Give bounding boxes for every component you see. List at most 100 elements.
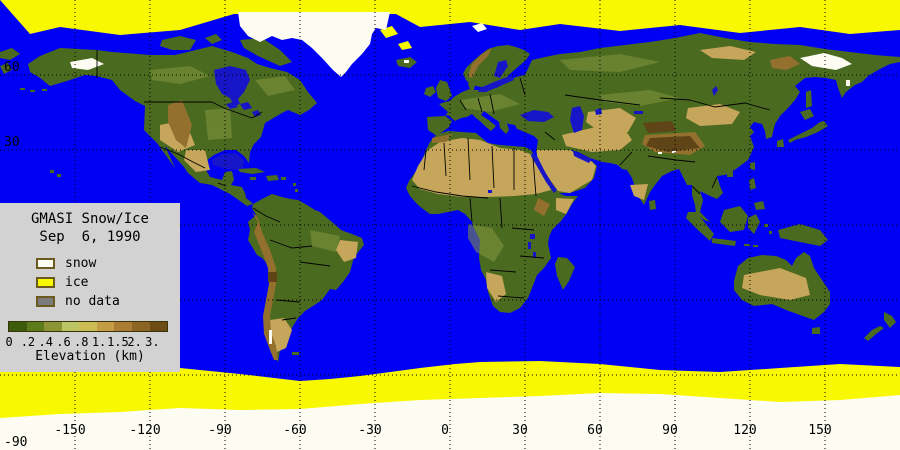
elevation-colorbar-cell bbox=[149, 322, 168, 331]
norway-spine bbox=[468, 48, 492, 78]
caspian-sea bbox=[570, 106, 584, 133]
ice-label: ice bbox=[65, 275, 89, 290]
elevation-colorbar-cell bbox=[9, 322, 27, 331]
lon-tick-label: -30 bbox=[358, 423, 382, 438]
elevation-colorbar-cell bbox=[79, 322, 97, 331]
scandinavia bbox=[463, 45, 530, 88]
elevation-tick-label: 3. bbox=[145, 335, 160, 349]
lon-tick-label: -90 bbox=[208, 423, 232, 438]
kamchatka-snow bbox=[846, 80, 850, 86]
hawaii2 bbox=[57, 174, 61, 177]
ne-siberia-snow bbox=[800, 53, 852, 70]
gobi-desert bbox=[686, 104, 740, 126]
arctic-island bbox=[205, 34, 222, 44]
atlas-mountains bbox=[432, 134, 452, 143]
elevation-tick-label: .6 bbox=[56, 335, 71, 349]
lake-chad bbox=[488, 190, 492, 193]
elevation-colorbar-ticks: 0 .2.4.6.8 1. 1.5 2. 3. bbox=[5, 335, 180, 349]
sahara-desert bbox=[412, 138, 551, 197]
sulawesi bbox=[748, 214, 760, 234]
somali-desert bbox=[556, 198, 574, 214]
snow-patches bbox=[70, 12, 852, 344]
gulf-of-bothnia bbox=[494, 60, 508, 78]
lake-baikal bbox=[712, 86, 718, 96]
hokkaido bbox=[800, 109, 814, 120]
no-data-label: no data bbox=[65, 294, 120, 309]
lake-balkhash bbox=[634, 111, 643, 114]
legend-row-nodata: no data bbox=[0, 292, 180, 311]
aleutians2 bbox=[30, 90, 35, 92]
elevation-colorbar-cell bbox=[44, 322, 62, 331]
taiwan bbox=[750, 162, 755, 170]
lon-tick-label: 120 bbox=[733, 423, 757, 438]
lat-tick-label: -90 bbox=[4, 435, 28, 450]
ice-swatch bbox=[36, 277, 55, 288]
elevation-tick-label: .2 bbox=[20, 335, 36, 349]
aleutians3 bbox=[42, 89, 47, 91]
lat-tick-label: 30 bbox=[4, 135, 20, 150]
lesser-antilles bbox=[293, 183, 296, 186]
cuba bbox=[238, 168, 265, 174]
aral-sea bbox=[595, 108, 602, 115]
honshu bbox=[788, 121, 828, 143]
nz-north-island bbox=[884, 312, 896, 328]
lon-tick-label: -120 bbox=[129, 423, 161, 438]
verkhoyansk bbox=[770, 56, 800, 70]
lesser-sunda bbox=[744, 244, 750, 246]
great-lake-superior bbox=[226, 102, 238, 109]
hudson-bay bbox=[214, 66, 250, 106]
lon-tick-label: 60 bbox=[587, 423, 603, 438]
gulf-of-mexico bbox=[212, 153, 244, 170]
red-sea bbox=[531, 152, 557, 193]
sumatra bbox=[686, 212, 714, 241]
elevation-colorbar-cell bbox=[26, 322, 45, 331]
snow-swatch bbox=[36, 258, 55, 269]
hispaniola bbox=[266, 175, 279, 181]
lon-tick-label: 90 bbox=[662, 423, 678, 438]
legend-row-snow: snow bbox=[0, 254, 180, 273]
takla-makan bbox=[643, 121, 676, 133]
rocky-mountains bbox=[168, 100, 192, 148]
australia-interior bbox=[742, 268, 810, 300]
himalaya-snow bbox=[658, 152, 662, 154]
java bbox=[712, 238, 736, 246]
great-britain bbox=[436, 80, 452, 101]
aleutians bbox=[20, 88, 25, 90]
patagonia bbox=[270, 318, 292, 352]
jamaica bbox=[250, 177, 256, 180]
banks-victoria-island bbox=[160, 36, 196, 50]
lake-malawi bbox=[533, 252, 536, 258]
tasmania bbox=[812, 327, 820, 334]
falklands bbox=[292, 352, 299, 355]
lesser-sunda2 bbox=[753, 245, 758, 247]
elevation-tick-label: .4 bbox=[38, 335, 53, 349]
ne-siberia-tundra bbox=[700, 46, 756, 60]
antarctica-snow bbox=[0, 393, 900, 450]
iceland-cap bbox=[404, 60, 409, 63]
persian-gulf bbox=[573, 151, 592, 163]
lesser-antilles2 bbox=[295, 189, 298, 192]
ethiopian-highlands bbox=[534, 198, 550, 216]
desert-terrain bbox=[160, 46, 810, 352]
baffin-island bbox=[240, 38, 292, 66]
legend-title: GMASI Snow/Ice bbox=[30, 211, 149, 227]
black-sea bbox=[520, 110, 554, 122]
new-guinea bbox=[778, 224, 828, 246]
elevation-caption: Elevation (km) bbox=[35, 349, 145, 364]
baltic-sea bbox=[478, 76, 514, 92]
ne-brazil-dry bbox=[336, 240, 358, 262]
himalaya-snow2 bbox=[672, 151, 676, 153]
patagonia-icefield bbox=[269, 330, 272, 344]
chukotka-west-tip2 bbox=[0, 63, 12, 74]
kalahari-desert bbox=[486, 272, 506, 302]
elevation-tick-label: 2. bbox=[127, 335, 142, 349]
mindanao bbox=[754, 201, 765, 210]
kyushu bbox=[777, 139, 784, 147]
legend-row-ice: ice bbox=[0, 273, 180, 292]
luzon bbox=[749, 178, 756, 190]
elevation-colorbar-cell bbox=[131, 322, 150, 331]
alaska-range-snow bbox=[70, 58, 104, 70]
svalbard-snow bbox=[472, 23, 487, 32]
lon-tick-label: -60 bbox=[283, 423, 307, 438]
